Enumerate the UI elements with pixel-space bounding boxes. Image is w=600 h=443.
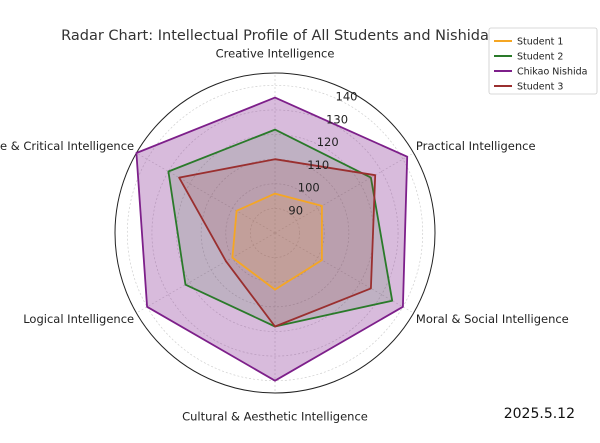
- outer-frame: [114, 72, 436, 394]
- legend-label: Student 2: [517, 52, 563, 63]
- axis-label: Creative Intelligence: [216, 46, 335, 60]
- chart-title: Radar Chart: Intellectual Profile of All…: [61, 28, 489, 44]
- grid-ring: [200, 158, 350, 308]
- radial-tick-label: 120: [317, 135, 339, 149]
- series-polygon: [178, 158, 377, 328]
- radial-tick-label: 100: [298, 181, 320, 195]
- legend: Student 1 Student 2 Chikao Nishida Student …: [488, 27, 598, 95]
- radial-tick-label: 110: [307, 158, 329, 172]
- grid-ring: [151, 109, 399, 357]
- grid-ring: [126, 84, 424, 382]
- legend-label: Student 1: [517, 37, 563, 48]
- grid-spoke: [274, 232, 414, 314]
- grid-spoke: [274, 152, 414, 234]
- legend-label: Chikao Nishida: [517, 67, 588, 78]
- series-polygon: [231, 192, 323, 291]
- radial-tick-label: 90: [288, 203, 303, 217]
- axis-label: Reflective & Critical Intelligence: [0, 139, 134, 153]
- date-label: 2025.5.12: [504, 406, 575, 422]
- grid-ring: [250, 208, 300, 258]
- series-polygon: [135, 96, 409, 382]
- radial-tick-label: 140: [336, 90, 358, 104]
- grid-spoke: [136, 232, 276, 314]
- legend-frame: [488, 27, 598, 95]
- axis-label: Logical Intelligence: [23, 312, 134, 326]
- axis-label: Cultural & Aesthetic Intelligence: [182, 410, 368, 424]
- axis-label: Practical Intelligence: [416, 139, 536, 153]
- legend-label: Student 3: [517, 82, 563, 93]
- axis-labels: Creative Intelligence Practical Intellige…: [0, 46, 569, 423]
- grid-spoke: [136, 152, 276, 234]
- axis-label: Moral & Social Intelligence: [416, 312, 569, 326]
- radial-tick-label: 130: [326, 112, 348, 126]
- series-layer: [135, 96, 409, 382]
- radial-tick-labels: 90 100 110 120 130 140: [288, 90, 357, 218]
